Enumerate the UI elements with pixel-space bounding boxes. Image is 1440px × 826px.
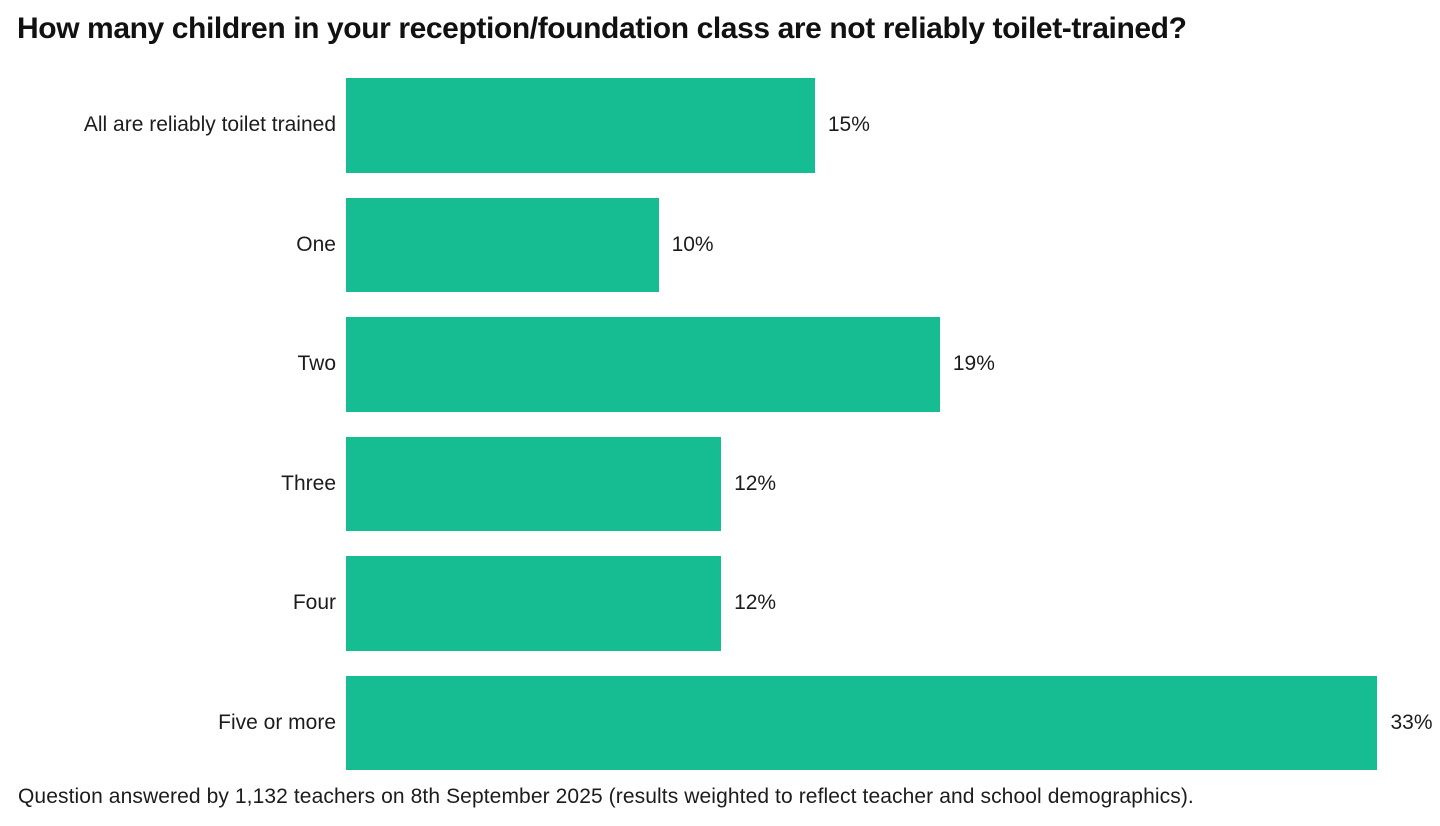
- bar-area: 10%: [346, 197, 1440, 292]
- value-label: 15%: [827, 113, 870, 137]
- value-label: 33%: [1390, 710, 1433, 734]
- bar-row: Three 12%: [0, 436, 1440, 531]
- category-label: Two: [297, 352, 336, 376]
- category-label: Five or more: [218, 710, 336, 734]
- bar-row: All are reliably toilet trained 15%: [0, 78, 1440, 173]
- bar-row: Five or more 33%: [0, 675, 1440, 770]
- bar: [346, 556, 722, 651]
- bar-row: Four 12%: [0, 556, 1440, 651]
- value-label: 12%: [734, 471, 777, 495]
- category-label: Three: [281, 471, 336, 495]
- value-label: 10%: [671, 232, 714, 256]
- bar: [346, 78, 815, 173]
- bar: [346, 675, 1378, 770]
- source-note: Question answered by 1,132 teachers on 8…: [18, 785, 1194, 808]
- bar-chart: All are reliably toilet trained 15% One 10%…: [0, 78, 1440, 770]
- bar-row: Two 19%: [0, 317, 1440, 412]
- bar-area: 12%: [346, 556, 1440, 651]
- bar-area: 19%: [346, 317, 1440, 412]
- page-title: How many children in your reception/foun…: [17, 12, 1187, 45]
- bar: [346, 436, 722, 531]
- value-label: 19%: [952, 352, 995, 376]
- category-label: Four: [292, 591, 336, 615]
- value-label: 12%: [734, 591, 777, 615]
- category-label: All are reliably toilet trained: [83, 113, 336, 137]
- bar: [346, 197, 659, 292]
- bar-row: One 10%: [0, 197, 1440, 292]
- bar-area: 12%: [346, 436, 1440, 531]
- bar: [346, 317, 940, 412]
- bar-area: 15%: [346, 78, 1440, 173]
- bar-area: 33%: [346, 675, 1440, 770]
- category-label: One: [296, 232, 336, 256]
